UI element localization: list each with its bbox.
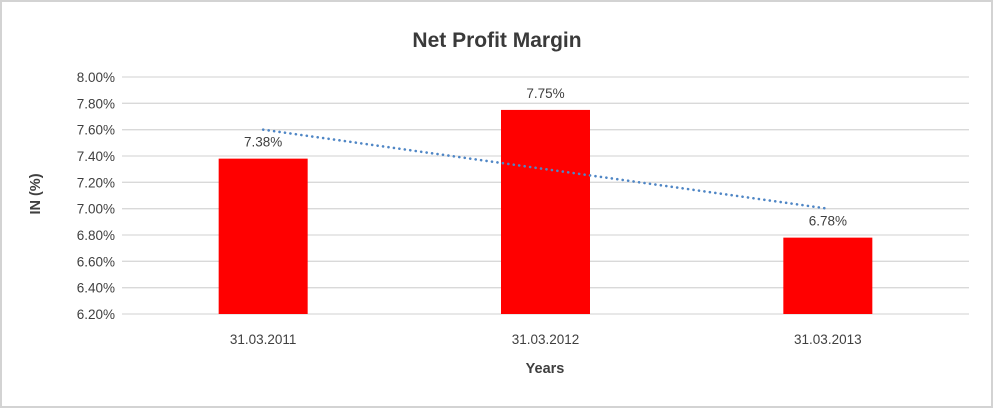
bar	[783, 237, 873, 314]
bar-data-label: 7.38%	[244, 135, 282, 150]
trendline	[261, 128, 830, 210]
data-labels: 7.38% 7.75% 6.78%	[244, 86, 847, 229]
bar	[501, 109, 590, 315]
trendline-dotted-line	[261, 128, 830, 210]
bar-series	[218, 109, 873, 315]
y-tick-label: 7.40%	[77, 149, 115, 164]
y-tick-label: 6.20%	[77, 307, 115, 322]
x-axis-tick-labels: 31.03.2011 31.03.2012 31.03.2013	[230, 332, 862, 347]
y-tick-label: 7.60%	[77, 123, 115, 138]
bar-data-label: 6.78%	[809, 214, 847, 229]
x-tick-label: 31.03.2011	[230, 332, 297, 347]
chart-title: Net Profit Margin	[412, 29, 581, 52]
y-tick-label: 7.80%	[77, 96, 115, 111]
y-tick-label: 8.00%	[77, 70, 115, 85]
bar-data-label: 7.75%	[526, 86, 564, 101]
y-axis-title: IN (%)	[28, 173, 44, 214]
y-axis-tick-labels: 8.00% 7.80% 7.60% 7.40% 7.20% 7.00% 6.80% 6.60%…	[77, 70, 115, 322]
y-tick-label: 6.80%	[77, 228, 115, 243]
y-tick-label: 7.20%	[77, 175, 115, 190]
x-tick-label: 31.03.2013	[794, 332, 862, 347]
x-axis-title: Years	[526, 361, 565, 377]
y-tick-label: 6.60%	[77, 254, 115, 269]
x-tick-label: 31.03.2012	[512, 332, 580, 347]
y-tick-label: 7.00%	[77, 202, 115, 217]
bar	[218, 158, 308, 314]
y-tick-label: 6.40%	[77, 281, 115, 296]
